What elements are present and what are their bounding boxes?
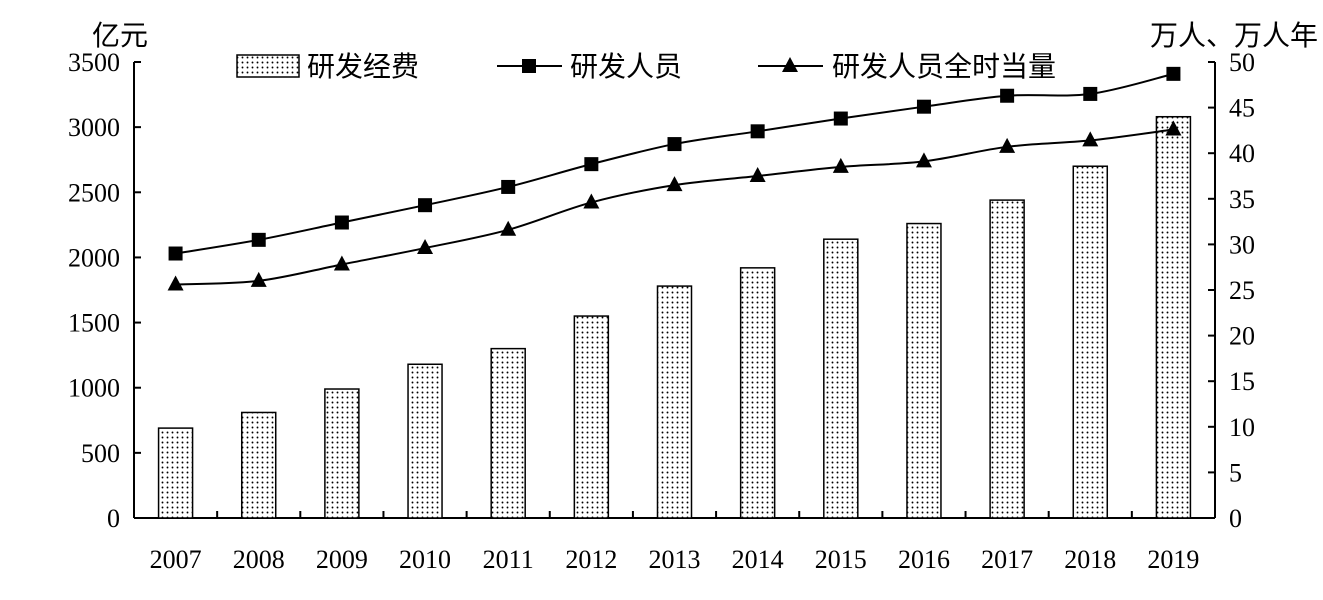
square-marker [1083, 86, 1098, 101]
right-tick-label: 40 [1229, 139, 1255, 168]
x-tick-label: 2007 [150, 545, 202, 574]
bar [157, 427, 194, 519]
bar [1072, 165, 1109, 519]
bar [407, 363, 443, 519]
x-tick-label: 2015 [815, 545, 867, 574]
square-marker [1000, 88, 1015, 103]
right-axis-ticks: 0 5 10 15 20 25 30 35 40 45 50 [1208, 48, 1255, 533]
right-tick-label: 15 [1229, 367, 1255, 396]
lines [167, 66, 1182, 291]
legend: 研发经费 研发人员 研发人员全时当量 [236, 51, 1056, 83]
x-tick-label: 2014 [732, 545, 784, 574]
triangle-marker [250, 271, 267, 287]
bar [739, 267, 776, 519]
left-tick-label: 3500 [68, 48, 120, 77]
right-tick-label: 10 [1229, 413, 1255, 442]
bar [240, 411, 277, 519]
left-axis-unit: 亿元 [92, 20, 148, 52]
bar [573, 315, 610, 519]
square-marker [667, 137, 682, 152]
legend-swatch-bar [236, 54, 300, 78]
bars [157, 115, 1192, 519]
triangle-marker [1082, 131, 1099, 147]
x-tick-label: 2016 [898, 545, 950, 574]
triangle-marker [333, 255, 350, 271]
left-tick-label: 1500 [68, 309, 120, 338]
left-tick-label: 2000 [68, 243, 120, 272]
square-marker [916, 99, 931, 114]
x-tick-label: 2012 [565, 545, 617, 574]
left-axis-ticks: 0 500 1000 1500 2000 2500 3000 3500 [68, 48, 141, 533]
bar [823, 238, 859, 519]
right-tick-label: 30 [1229, 230, 1255, 259]
x-tick-label: 2019 [1147, 545, 1199, 574]
bar [656, 285, 693, 519]
bar [906, 222, 942, 519]
left-tick-label: 3000 [68, 113, 120, 142]
triangle-marker [583, 193, 600, 209]
square-marker [168, 246, 183, 261]
bar [989, 199, 1025, 519]
x-tick-label: 2018 [1064, 545, 1116, 574]
right-tick-label: 45 [1229, 94, 1255, 123]
x-tick-label: 2010 [399, 545, 451, 574]
right-axis-unit: 万人、万人年 [1150, 20, 1318, 52]
triangle-marker [832, 157, 849, 173]
x-tick-label: 2008 [233, 545, 285, 574]
left-tick-label: 1000 [68, 374, 120, 403]
triangle-marker [1165, 120, 1182, 136]
square-marker [251, 232, 266, 247]
left-tick-label: 2500 [68, 178, 120, 207]
triangle-marker [999, 137, 1016, 153]
bar [1155, 115, 1192, 519]
x-tick-label: 2013 [649, 545, 701, 574]
triangle-marker [749, 167, 766, 182]
legend-label-line-square: 研发人员 [570, 51, 682, 83]
right-tick-label: 50 [1229, 48, 1255, 77]
triangle-marker [666, 176, 683, 192]
triangle-marker [500, 220, 517, 236]
square-marker [418, 198, 433, 213]
square-marker [334, 215, 349, 230]
triangle-marker [417, 239, 434, 255]
legend-marker-square [522, 59, 536, 73]
square-marker [1166, 66, 1181, 81]
right-tick-label: 20 [1229, 322, 1255, 351]
square-marker [584, 157, 599, 172]
triangle-marker [167, 275, 184, 291]
right-tick-label: 35 [1229, 185, 1255, 214]
x-axis-ticks: 2007 2008 2009 2010 2011 2012 2013 2014 2015 2016… [150, 511, 1199, 574]
legend-label-bar: 研发经费 [307, 51, 419, 83]
triangle-marker [915, 152, 932, 168]
square-marker [501, 179, 516, 194]
square-marker [833, 111, 848, 126]
right-tick-label: 25 [1229, 276, 1255, 305]
left-tick-label: 0 [107, 504, 120, 533]
x-tick-label: 2009 [316, 545, 368, 574]
square-marker [750, 124, 765, 139]
x-tick-label: 2011 [483, 545, 534, 574]
right-tick-label: 0 [1229, 504, 1242, 533]
x-tick-label: 2017 [981, 545, 1033, 574]
right-tick-label: 5 [1229, 458, 1242, 487]
legend-marker-triangle [782, 57, 798, 72]
bar [324, 388, 360, 519]
legend-label-line-triangle: 研发人员全时当量 [832, 51, 1056, 83]
bar [490, 347, 526, 519]
left-tick-label: 500 [81, 439, 120, 468]
